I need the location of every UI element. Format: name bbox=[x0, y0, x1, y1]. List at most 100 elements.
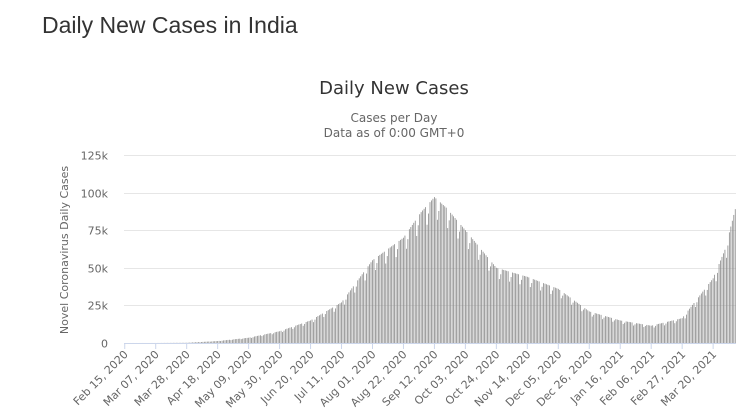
bar bbox=[642, 324, 643, 343]
bar bbox=[231, 340, 232, 343]
bar bbox=[540, 291, 541, 343]
bar bbox=[699, 295, 700, 343]
bar bbox=[220, 341, 221, 343]
bar bbox=[691, 307, 692, 343]
bar bbox=[441, 204, 442, 343]
bar bbox=[267, 334, 268, 343]
bar bbox=[570, 297, 571, 343]
bar bbox=[315, 320, 316, 343]
bar bbox=[515, 273, 516, 343]
bar bbox=[382, 253, 383, 343]
bar bbox=[671, 321, 672, 343]
bar bbox=[525, 276, 526, 343]
bar bbox=[680, 319, 681, 343]
bar bbox=[468, 249, 469, 343]
bar bbox=[390, 247, 391, 343]
bar bbox=[338, 304, 339, 343]
bar bbox=[300, 324, 301, 343]
bar bbox=[530, 287, 531, 343]
bar bbox=[306, 322, 307, 343]
bar bbox=[648, 325, 649, 343]
bar bbox=[683, 316, 684, 343]
bar bbox=[402, 239, 403, 343]
bar bbox=[587, 310, 588, 343]
bar bbox=[222, 341, 223, 343]
bar bbox=[589, 311, 590, 343]
bar bbox=[655, 326, 656, 343]
bar bbox=[295, 326, 296, 343]
chart-subtitle-line-1: Cases per Day bbox=[351, 111, 438, 125]
bar bbox=[388, 248, 389, 343]
bar bbox=[612, 322, 613, 343]
bar bbox=[562, 296, 563, 343]
bar bbox=[685, 318, 686, 343]
bar bbox=[270, 333, 271, 343]
bar bbox=[278, 332, 279, 343]
bar bbox=[735, 209, 736, 343]
bar bbox=[478, 260, 479, 343]
bar bbox=[489, 271, 490, 343]
bar bbox=[583, 310, 584, 343]
bar bbox=[571, 305, 572, 343]
bar bbox=[200, 342, 201, 343]
bar bbox=[494, 266, 495, 343]
bar bbox=[590, 312, 591, 343]
bar bbox=[288, 328, 289, 343]
bar bbox=[204, 342, 205, 343]
bar bbox=[233, 339, 234, 343]
bar bbox=[433, 199, 434, 343]
bar bbox=[581, 311, 582, 343]
bar bbox=[620, 320, 621, 343]
bar bbox=[624, 323, 625, 343]
bar bbox=[705, 296, 706, 343]
bar bbox=[461, 225, 462, 343]
bar bbox=[223, 340, 224, 343]
bar bbox=[422, 210, 423, 343]
bar bbox=[393, 245, 394, 343]
bar bbox=[251, 338, 252, 343]
bar bbox=[459, 232, 460, 343]
bar bbox=[605, 316, 606, 343]
bar bbox=[452, 215, 453, 343]
bar bbox=[666, 324, 667, 343]
bar bbox=[312, 320, 313, 343]
bar bbox=[456, 220, 457, 343]
bar bbox=[614, 320, 615, 343]
bar bbox=[509, 282, 510, 343]
bar bbox=[264, 334, 265, 343]
bar bbox=[210, 342, 211, 343]
bar bbox=[503, 270, 504, 343]
bar bbox=[679, 319, 680, 343]
bar bbox=[486, 255, 487, 343]
bar bbox=[435, 198, 436, 343]
bar bbox=[521, 280, 522, 343]
bar bbox=[341, 302, 342, 343]
bar bbox=[273, 333, 274, 343]
bar bbox=[239, 339, 240, 343]
bar bbox=[440, 202, 441, 343]
bar bbox=[294, 327, 295, 343]
bar bbox=[472, 239, 473, 343]
bar bbox=[669, 321, 670, 343]
bar bbox=[418, 225, 419, 343]
bar bbox=[645, 326, 646, 343]
bar bbox=[726, 258, 727, 343]
bar bbox=[319, 315, 320, 343]
bar bbox=[424, 209, 425, 343]
bar bbox=[564, 293, 565, 343]
bar bbox=[391, 246, 392, 343]
bar bbox=[561, 298, 562, 343]
bar bbox=[331, 308, 332, 343]
bar bbox=[536, 280, 537, 343]
bar bbox=[551, 294, 552, 343]
bar bbox=[287, 329, 288, 343]
bar bbox=[261, 336, 262, 343]
bar bbox=[608, 317, 609, 343]
bar bbox=[477, 245, 478, 343]
bar bbox=[453, 216, 454, 343]
bar bbox=[272, 334, 273, 343]
bar bbox=[615, 319, 616, 343]
bar bbox=[403, 238, 404, 343]
bar bbox=[549, 285, 550, 343]
